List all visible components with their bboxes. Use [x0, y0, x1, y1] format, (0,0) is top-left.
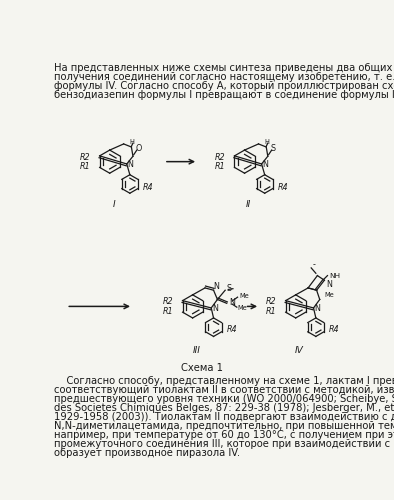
Text: R4: R4 [227, 325, 237, 334]
Text: H: H [130, 138, 135, 144]
Text: Схема 1: Схема 1 [181, 364, 223, 374]
Text: N: N [262, 160, 268, 169]
Text: На представленных ниже схемы синтеза приведены два общих способа: На представленных ниже схемы синтеза при… [54, 63, 394, 73]
Text: NH: NH [329, 274, 340, 280]
Text: R4: R4 [278, 182, 288, 192]
Text: предшествующего уровня техники (WO 2000/064900; Scheibye, S., et al., Bulletin: предшествующего уровня техники (WO 2000/… [54, 394, 394, 404]
Text: N: N [212, 304, 218, 313]
Text: des Societes Chimiques Belges, 87: 229-38 (1978); Jesberger, M., et al., Synthes: des Societes Chimiques Belges, 87: 229-3… [54, 403, 394, 413]
Text: H: H [265, 138, 269, 144]
Text: -: - [313, 260, 316, 270]
Text: R1: R1 [163, 306, 173, 316]
Text: например, при температуре от 60 до 130°C, с получением при этом: например, при температуре от 60 до 130°C… [54, 430, 394, 440]
Text: 1929-1958 (2003)). Тиолактам II подвергают взаимодействию с диметилацеталем: 1929-1958 (2003)). Тиолактам II подверга… [54, 412, 394, 422]
Text: II: II [246, 200, 251, 209]
Text: R1: R1 [80, 162, 90, 171]
Text: Me: Me [238, 305, 247, 311]
Text: промежуточного соединения III, которое при взаимодействии с гидразином: промежуточного соединения III, которое п… [54, 440, 394, 450]
Text: N: N [213, 282, 219, 291]
Text: Согласно способу, представленному на схеме 1, лактам I превращают в: Согласно способу, представленному на схе… [54, 376, 394, 386]
Text: бензодиазепин формулы I превращают в соединение формулы IV.: бензодиазепин формулы I превращают в сое… [54, 90, 394, 100]
Text: N: N [128, 160, 134, 169]
Text: S: S [271, 144, 276, 153]
Text: R2: R2 [163, 298, 173, 306]
Text: R4: R4 [143, 182, 154, 192]
Text: R4: R4 [329, 325, 340, 334]
Text: R2: R2 [80, 152, 90, 162]
Text: I: I [112, 200, 115, 209]
Text: соответствующий тиолактам II в соответствии с методикой, известной из: соответствующий тиолактам II в соответст… [54, 385, 394, 395]
Text: Me: Me [239, 294, 249, 300]
Text: N: N [314, 304, 320, 313]
Text: III: III [193, 346, 201, 355]
Text: S: S [227, 284, 232, 293]
Text: IV: IV [295, 346, 304, 355]
Text: получения соединений согласно настоящему изобретению, т. е. соединений: получения соединений согласно настоящему… [54, 72, 394, 82]
Text: Me: Me [324, 292, 334, 298]
Text: R2: R2 [215, 152, 225, 162]
Text: O: O [135, 144, 141, 153]
Text: R1: R1 [215, 162, 225, 171]
Text: образует производное пиразола IV.: образует производное пиразола IV. [54, 448, 240, 458]
Text: N: N [326, 280, 332, 288]
Text: R1: R1 [266, 306, 276, 316]
Text: N: N [229, 298, 235, 307]
Text: R2: R2 [266, 298, 276, 306]
Text: N,N-диметилацетамида, предпочтительно, при повышенной температуре,: N,N-диметилацетамида, предпочтительно, п… [54, 421, 394, 431]
Text: формулы IV. Согласно способу А, который проиллюстрирован схемами 1 и 2,: формулы IV. Согласно способу А, который … [54, 81, 394, 91]
